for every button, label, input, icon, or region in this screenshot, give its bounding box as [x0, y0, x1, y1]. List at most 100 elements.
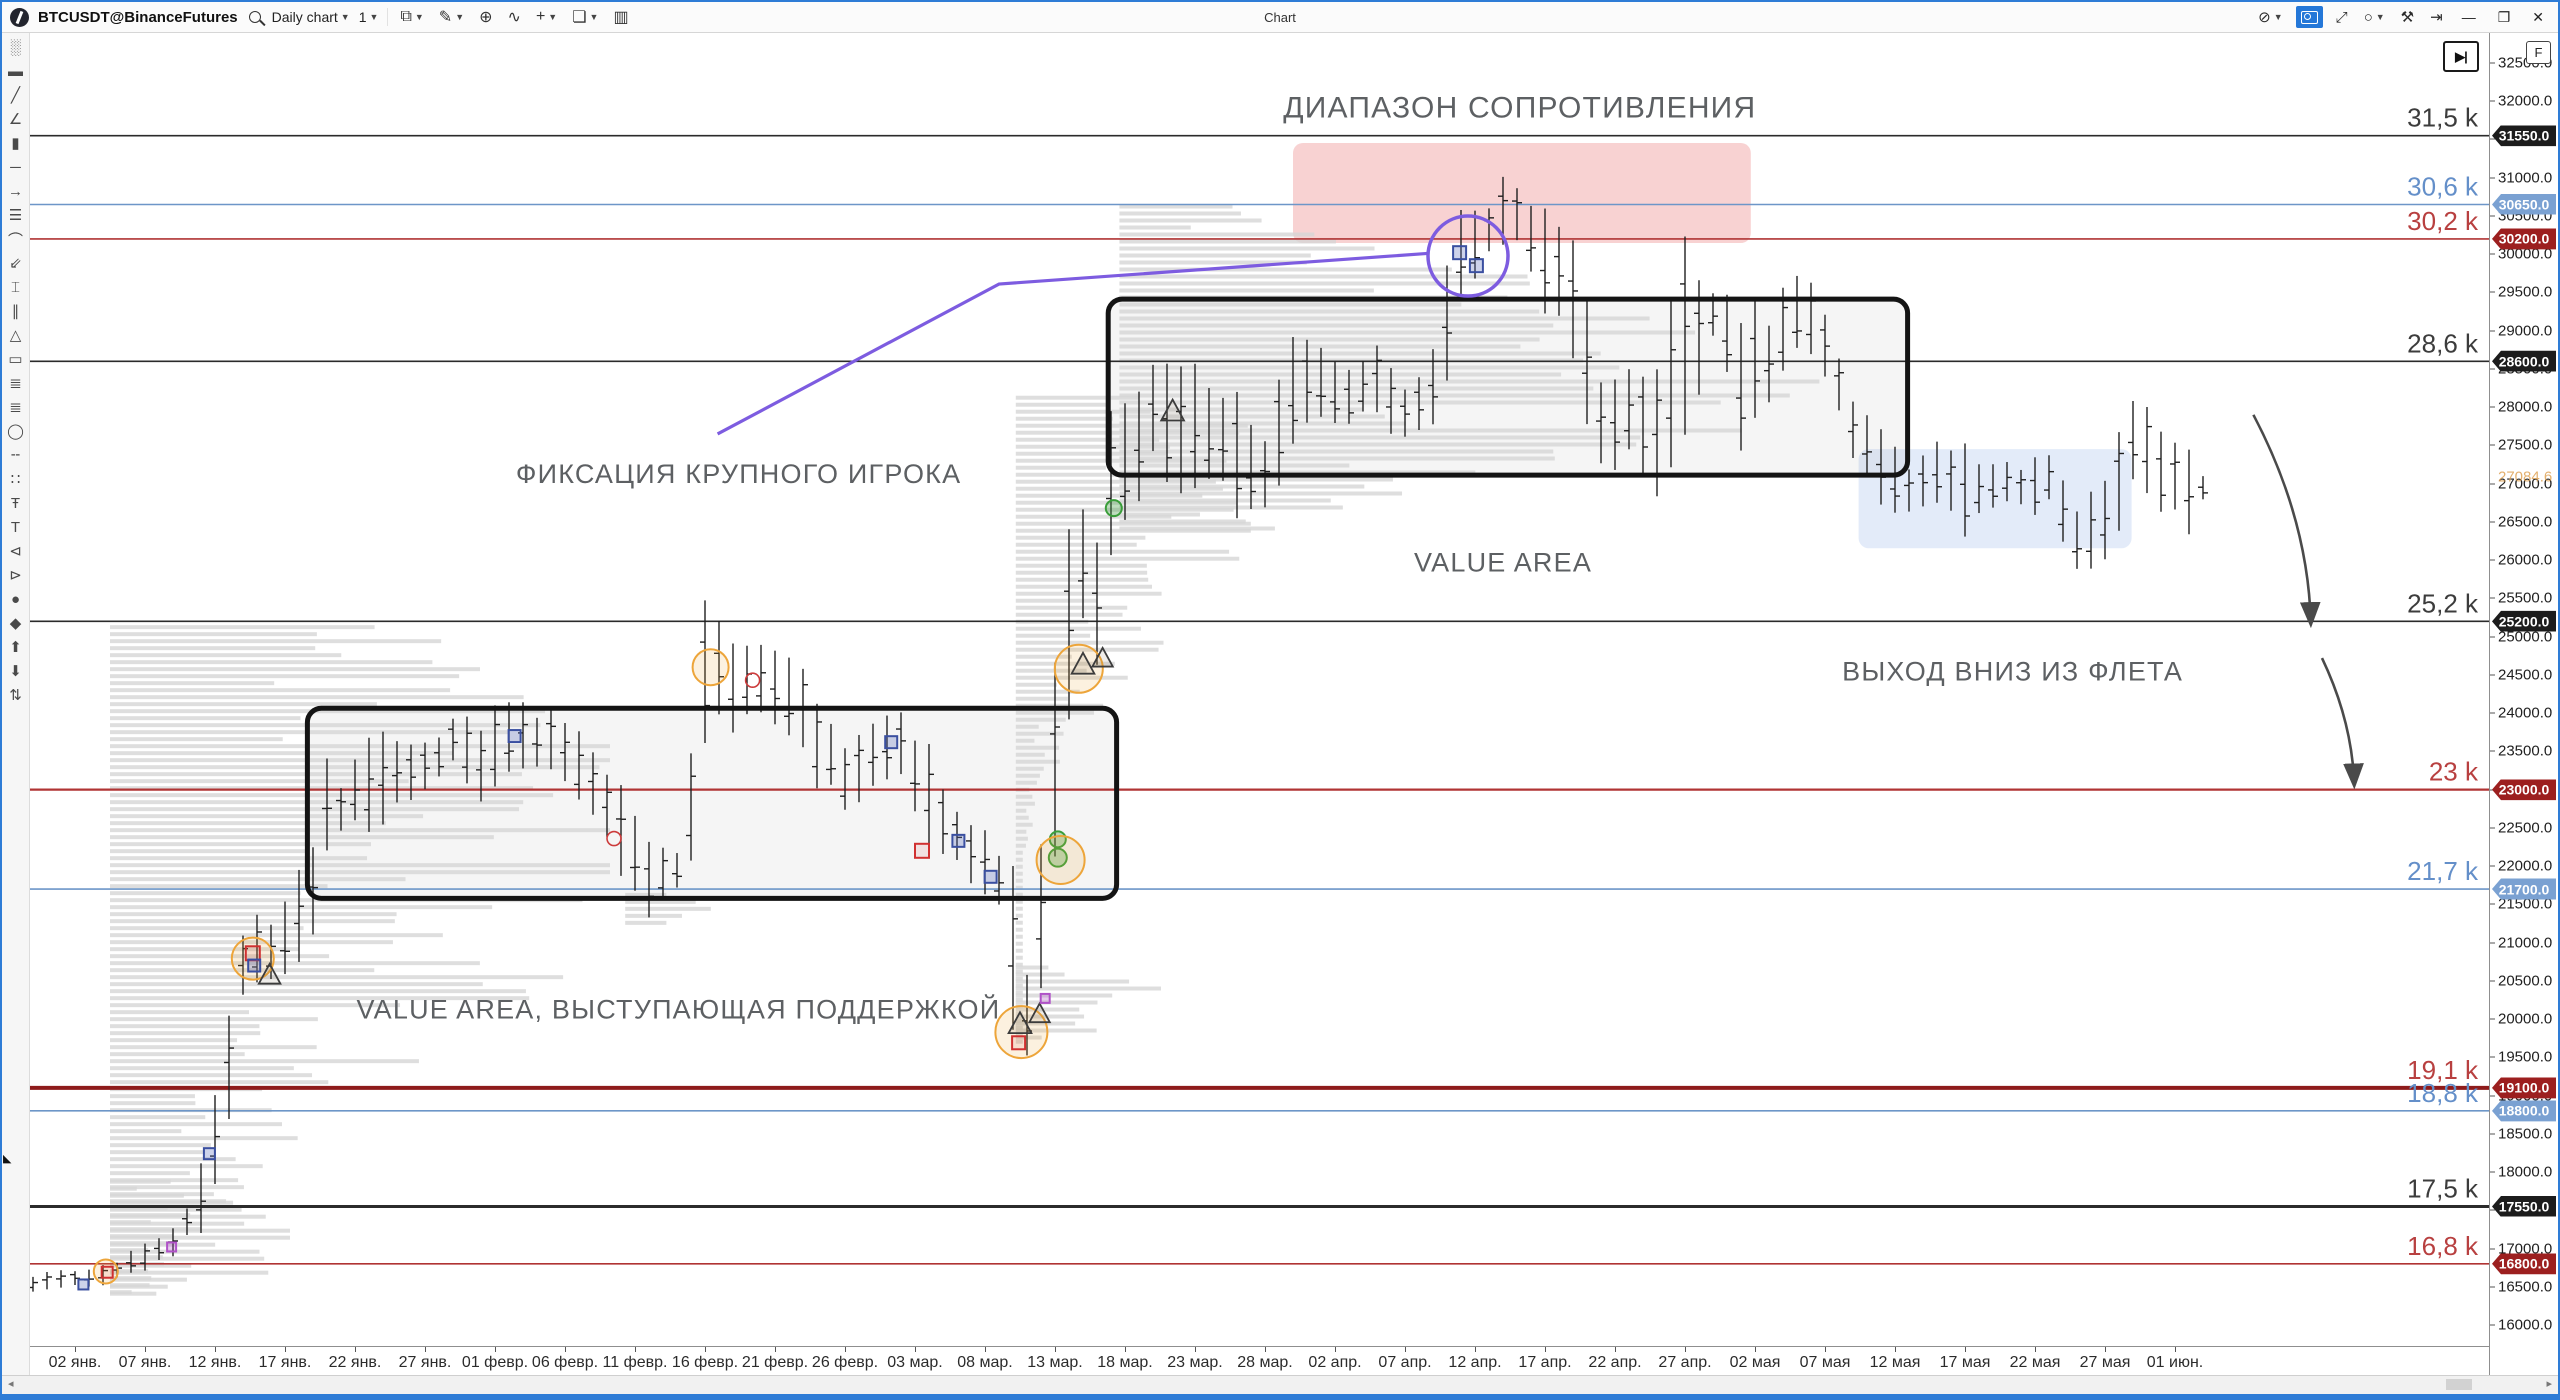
tools-icon[interactable]: ⚒: [2400, 9, 2415, 26]
panels-icon[interactable]: ▥: [613, 9, 629, 26]
price-label-left-tool-icon[interactable]: ⊲: [9, 543, 22, 560]
trade-markers[interactable]: [77, 245, 1484, 1291]
time-axis[interactable]: 02 янв. 07 янв. 12 янв. 17 янв. 22 янв. 27 ян…: [30, 1346, 2489, 1375]
marker-triangle[interactable]: [1159, 397, 1186, 422]
callout-circle[interactable]: [1426, 214, 1510, 298]
ray-tool-icon[interactable]: ─: [10, 158, 21, 176]
price-badge-16800[interactable]: 16800.0: [2492, 1253, 2556, 1275]
scroll-right-icon[interactable]: ▸: [2546, 1378, 2552, 1390]
rectangle-tool-icon[interactable]: ▭: [8, 351, 23, 368]
interval-select[interactable]: Daily chart ▼: [272, 9, 350, 25]
arrow-tool-icon[interactable]: →: [8, 182, 23, 200]
layout-icon[interactable]: ❏ ▼: [572, 9, 599, 26]
marker-circle-green[interactable]: [1104, 499, 1123, 518]
price-badge-18800[interactable]: 18800.0: [2492, 1100, 2556, 1122]
marker-square-blue[interactable]: [1468, 258, 1484, 274]
marker-triangle[interactable]: [1027, 1001, 1052, 1024]
jump-to-realtime-button[interactable]: ▶|: [2443, 41, 2479, 72]
toolbar-resize-corner-icon[interactable]: ◣: [3, 1153, 12, 1165]
scroll-left-icon[interactable]: ◂: [8, 1378, 14, 1390]
marker-circle-orange[interactable]: [994, 1005, 1049, 1060]
marker-square-red[interactable]: [914, 842, 930, 859]
marker-circle-red[interactable]: [744, 672, 761, 689]
marker-square-blue[interactable]: [77, 1278, 90, 1291]
arrow-up-marker-tool-icon[interactable]: ⬆: [9, 639, 22, 656]
minimize-button[interactable]: —: [2461, 9, 2476, 25]
dot-marker-tool-icon[interactable]: ●: [10, 590, 21, 608]
price-badge-28600[interactable]: 28600.0: [2492, 350, 2556, 372]
ellipse-tool-icon[interactable]: ◯: [7, 423, 24, 440]
marker-square-purple[interactable]: [166, 1241, 178, 1253]
marker-circle-red[interactable]: [606, 830, 622, 847]
price-badge-31550[interactable]: 31550.0: [2492, 125, 2556, 147]
text-anchored-tool-icon[interactable]: Ŧ: [10, 494, 21, 512]
bars-pattern-tool-2-icon[interactable]: ≣: [9, 399, 22, 416]
price-badge-30650[interactable]: 30650.0: [2492, 193, 2556, 215]
pin-icon[interactable]: ⇥: [2430, 9, 2443, 26]
app-logo-icon[interactable]: [10, 7, 29, 27]
symbol-name[interactable]: BTCUSDT@BinanceFutures: [38, 8, 238, 26]
marker-square-purple[interactable]: [1039, 992, 1051, 1004]
marker-square-red[interactable]: [1011, 1035, 1027, 1051]
zoom-icon[interactable]: ⊕: [479, 9, 493, 26]
marker-triangle[interactable]: [1007, 1010, 1033, 1035]
arrows-tool-icon[interactable]: ⇙: [9, 255, 22, 272]
marker-circle-orange[interactable]: [1053, 643, 1104, 694]
arrow-down-marker-tool-icon[interactable]: ⬇: [9, 663, 22, 680]
marker-triangle[interactable]: [1090, 645, 1115, 668]
callout-purple[interactable]: [716, 214, 1510, 436]
resistance-zone[interactable]: [1293, 143, 1751, 244]
dash-tool-icon[interactable]: ╌: [10, 447, 21, 464]
annotation-text[interactable]: ВЫХОД ВНИЗ ИЗ ФЛЕТА: [1842, 656, 2183, 686]
marker-square-blue[interactable]: [1452, 245, 1468, 261]
marker-circle-orange[interactable]: [1035, 834, 1086, 885]
marker-square-blue[interactable]: [884, 735, 899, 750]
toolbar-grip-icon[interactable]: ░: [10, 38, 21, 56]
annotation-text[interactable]: VALUE AREA, ВЫСТУПАЮЩАЯ ПОДДЕРЖКОЙ: [356, 994, 1000, 1025]
annotation-text[interactable]: ФИКСАЦИЯ КРУПНОГО ИГРОКА: [516, 459, 961, 489]
text-tool-icon[interactable]: T: [10, 518, 21, 536]
vertical-line-tool-icon[interactable]: ▮: [11, 135, 20, 152]
value-area-upper[interactable]: [1105, 296, 1911, 478]
price-badge-23000[interactable]: 23000.0: [2492, 779, 2556, 801]
dots-tool-icon[interactable]: ∷: [10, 471, 21, 488]
close-button[interactable]: ✕: [2532, 8, 2544, 25]
trend-arrow[interactable]: [2252, 414, 2321, 629]
marker-square-red[interactable]: [244, 945, 261, 962]
annotations[interactable]: ДИАПАЗОН СОПРОТИВЛЕНИЯ ФИКСАЦИЯ КРУПНОГО …: [356, 92, 2183, 1025]
symbol-search-icon[interactable]: [248, 11, 261, 23]
trend-arrow[interactable]: [2320, 657, 2364, 790]
marker-circle-green[interactable]: [1047, 847, 1068, 868]
chart-canvas[interactable]: ДИАПАЗОН СОПРОТИВЛЕНИЯ ФИКСАЦИЯ КРУПНОГО …: [30, 33, 2495, 1346]
trend-line-tool-icon[interactable]: ╱: [10, 87, 21, 104]
horizontal-line-tool-icon[interactable]: ▬: [8, 62, 23, 80]
value-area-boxes[interactable]: [304, 296, 1911, 901]
annotation-text[interactable]: ДИАПАЗОН СОПРОТИВЛЕНИЯ: [1283, 92, 1756, 125]
levels-tool-icon[interactable]: ⇅: [9, 687, 22, 704]
trend-arrows[interactable]: [2252, 414, 2364, 790]
marker-square-blue[interactable]: [983, 869, 998, 884]
marker-square-blue[interactable]: [202, 1147, 216, 1161]
marker-circle-orange[interactable]: [691, 648, 730, 687]
diamond-marker-tool-icon[interactable]: ◆: [9, 615, 22, 632]
marker-square-blue[interactable]: [951, 833, 966, 848]
marker-square-blue[interactable]: [507, 729, 522, 744]
position-tool-icon[interactable]: ⌶: [10, 278, 20, 296]
price-axis-f-button[interactable]: F: [2526, 41, 2551, 64]
annotation-text[interactable]: VALUE AREA: [1414, 547, 1592, 577]
price-badge-17550[interactable]: 17550.0: [2492, 1195, 2556, 1217]
draw-icon[interactable]: ✎ ▼: [438, 9, 465, 26]
marker-triangle[interactable]: [1070, 650, 1096, 675]
chart-type-icon[interactable]: ⧉ ▼: [400, 8, 424, 25]
marker-square-red[interactable]: [100, 1265, 114, 1279]
price-badge-30200[interactable]: 30200.0: [2492, 228, 2556, 250]
price-level-lines[interactable]: [30, 134, 2495, 1265]
shape-circle-icon[interactable]: ○ ▼: [2363, 8, 2385, 26]
add-icon[interactable]: + ▼: [535, 8, 558, 25]
curve-tool-icon[interactable]: ⌒: [7, 231, 23, 249]
fullscreen-icon[interactable]: ⤢: [2335, 8, 2348, 26]
price-axis[interactable]: F 32500.032000.031500.031000.030500.0300…: [2489, 33, 2558, 1375]
channel-tool-icon[interactable]: ☰: [8, 207, 23, 224]
magnet-off-icon[interactable]: ⊘ ▼: [2258, 9, 2283, 26]
angle-tool-icon[interactable]: ∠: [8, 111, 23, 128]
